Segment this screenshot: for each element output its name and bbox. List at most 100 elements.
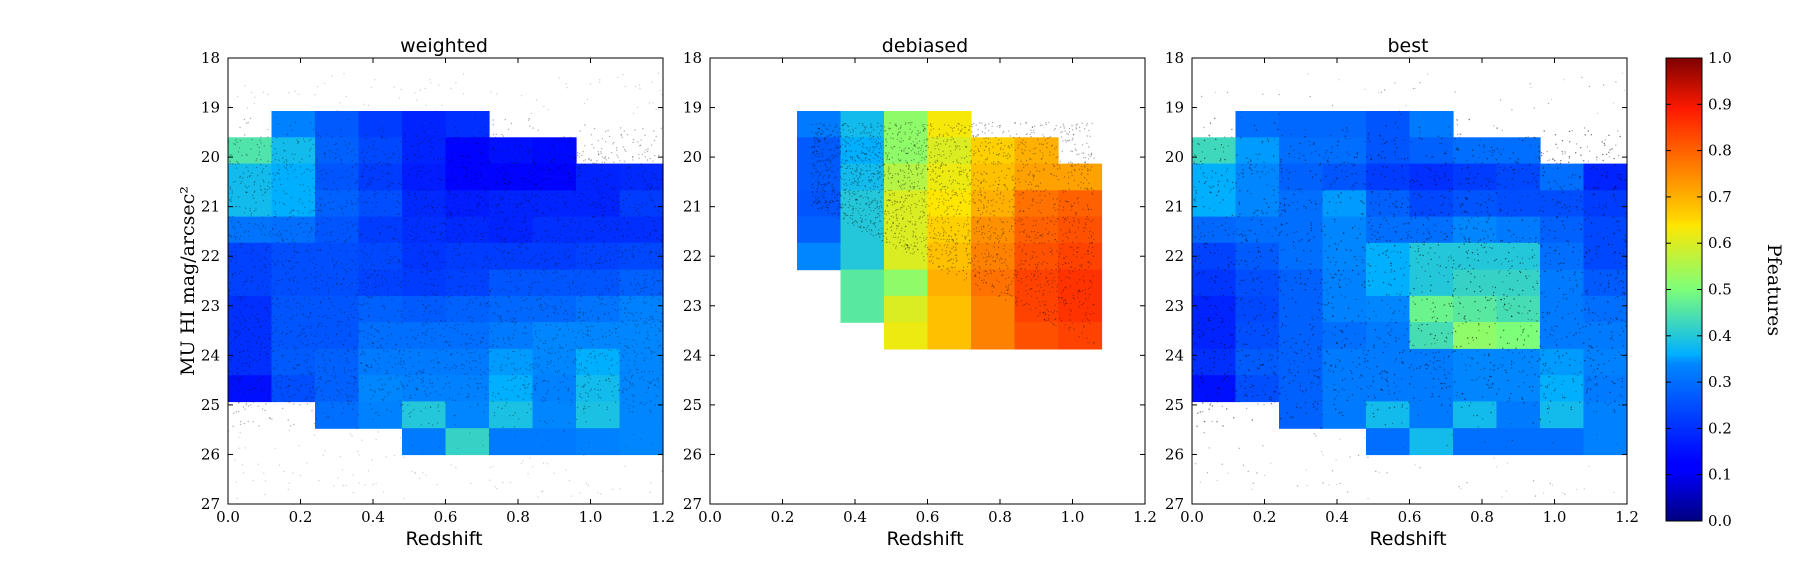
scatter-point — [371, 274, 374, 276]
scatter-point — [852, 221, 854, 224]
scatter-point — [418, 477, 421, 480]
scatter-point — [579, 171, 581, 173]
scatter-point — [340, 129, 342, 131]
scatter-point — [532, 317, 534, 319]
scatter-point — [321, 325, 323, 327]
scatter-point — [840, 150, 842, 153]
scatter-point — [1023, 231, 1025, 234]
scatter-point — [649, 188, 651, 190]
scatter-point — [423, 385, 425, 387]
scatter-point — [1080, 290, 1082, 293]
scatter-point — [597, 370, 599, 372]
scatter-point — [235, 262, 237, 264]
scatter-point — [416, 173, 418, 176]
scatter-point — [539, 339, 542, 342]
scatter-point — [468, 395, 470, 398]
scatter-point — [228, 333, 230, 335]
scatter-points — [810, 121, 1095, 344]
scatter-point — [628, 386, 631, 389]
scatter-point — [439, 267, 441, 269]
scatter-point — [439, 261, 441, 263]
scatter-point — [507, 311, 510, 313]
scatter-point — [374, 412, 376, 414]
scatter-point — [339, 249, 341, 252]
scatter-point — [414, 193, 416, 195]
scatter-point — [616, 154, 618, 156]
scatter-point — [504, 118, 506, 121]
scatter-point — [989, 263, 992, 266]
scatter-point — [474, 285, 476, 287]
scatter-point — [355, 381, 357, 383]
scatter-point — [377, 330, 379, 332]
scatter-point — [519, 151, 521, 153]
scatter-point — [306, 276, 308, 278]
scatter-point — [370, 168, 372, 171]
heatmap-cell — [489, 163, 534, 191]
scatter-point — [298, 324, 301, 327]
scatter-point — [355, 348, 357, 351]
scatter-point — [495, 206, 498, 208]
scatter-point — [291, 240, 294, 242]
scatter-point — [492, 274, 494, 277]
scatter-point — [661, 470, 663, 472]
scatter-point — [419, 341, 421, 344]
scatter-point — [578, 166, 581, 168]
scatter-point — [277, 380, 279, 383]
scatter-point — [317, 171, 319, 173]
scatter-point — [478, 202, 481, 204]
scatter-point — [484, 397, 487, 400]
scatter-point — [281, 355, 283, 357]
scatter-point — [1002, 222, 1004, 224]
scatter-point — [285, 273, 287, 275]
heatmap-cell — [315, 190, 360, 218]
scatter-point — [457, 266, 459, 268]
scatter-point — [332, 485, 335, 487]
scatter-point — [389, 185, 391, 187]
scatter-point — [574, 188, 576, 190]
scatter-point — [371, 342, 374, 344]
scatter-point — [832, 130, 834, 133]
scatter-point — [976, 227, 978, 229]
scatter-point — [514, 412, 517, 414]
scatter-point — [287, 271, 289, 273]
scatter-point — [282, 343, 284, 346]
scatter-point — [276, 259, 279, 261]
scatter-point — [583, 454, 585, 456]
scatter-point — [565, 469, 567, 471]
scatter-point — [293, 265, 295, 268]
scatter-point — [415, 213, 417, 215]
scatter-point — [367, 302, 369, 305]
scatter-point — [599, 185, 601, 187]
scatter-point — [533, 163, 536, 166]
scatter-point — [580, 199, 582, 202]
scatter-point — [336, 395, 339, 397]
scatter-point — [335, 333, 338, 336]
scatter-point — [489, 290, 491, 292]
scatter-point — [649, 491, 651, 494]
scatter-point — [387, 227, 390, 229]
scatter-point — [591, 338, 594, 341]
heatmap-cell — [271, 295, 316, 323]
scatter-point — [572, 280, 574, 282]
scatter-point — [938, 258, 940, 260]
scatter-point — [624, 465, 626, 468]
scatter-point — [297, 223, 299, 226]
scatter-point — [373, 243, 375, 246]
scatter-point — [423, 324, 425, 326]
scatter-point — [494, 257, 496, 259]
scatter-point — [464, 167, 466, 169]
scatter-point — [415, 337, 417, 339]
scatter-point — [425, 262, 428, 264]
scatter-point — [551, 240, 553, 242]
scatter-point — [317, 352, 319, 354]
scatter-point — [553, 472, 555, 474]
scatter-point — [315, 392, 317, 395]
scatter-point — [365, 261, 367, 263]
scatter-point — [1077, 296, 1079, 299]
scatter-point — [821, 170, 823, 172]
scatter-point — [270, 251, 272, 254]
scatter-point — [639, 402, 641, 404]
scatter-point — [422, 303, 425, 305]
scatter-point — [360, 175, 363, 177]
scatter-point — [397, 310, 399, 312]
